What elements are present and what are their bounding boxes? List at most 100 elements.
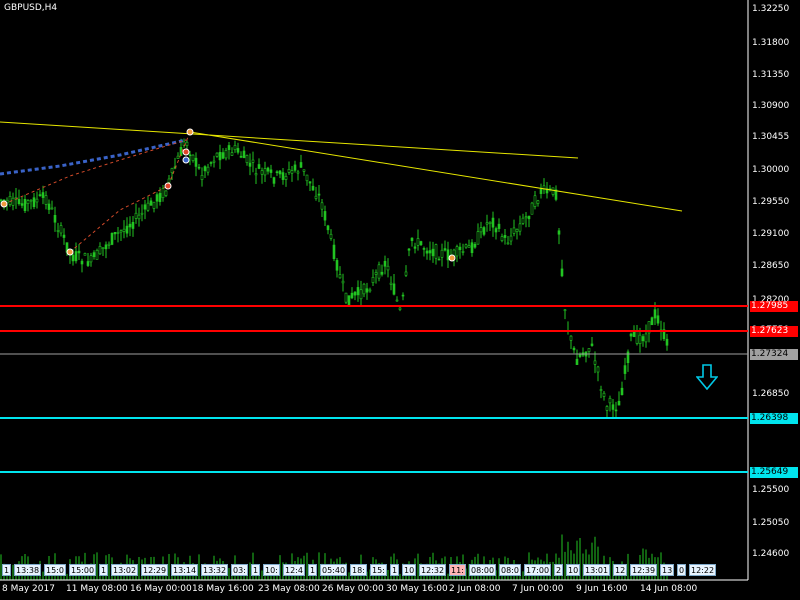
price-axis-label: 1.29550 (752, 197, 790, 207)
trade-time-tag[interactable]: 08:00 (469, 564, 497, 576)
trade-time-tag[interactable]: 1 (251, 564, 261, 576)
candlestick (557, 228, 561, 245)
trade-time-tag[interactable]: 12:4 (283, 564, 305, 576)
trade-marker[interactable] (182, 156, 190, 164)
candlestick (347, 295, 351, 306)
trade-time-tag[interactable]: 13:02 (111, 564, 139, 576)
candlestick (332, 238, 336, 262)
candlestick (641, 333, 645, 347)
trade-marker[interactable] (0, 200, 8, 208)
candlestick (278, 169, 282, 179)
candlestick (194, 152, 198, 177)
candlestick (92, 250, 96, 260)
trade-time-tag[interactable]: 1 (2, 564, 12, 576)
candlestick (407, 248, 411, 257)
candlestick (56, 222, 60, 238)
candlestick (665, 333, 669, 351)
trade-time-tag[interactable]: 13:38 (14, 564, 42, 576)
trade-time-tag[interactable]: 12:39 (630, 564, 658, 576)
trade-marker[interactable] (164, 182, 172, 190)
candlestick (281, 167, 285, 185)
candlestick (155, 192, 159, 209)
trade-time-tag[interactable]: 15:00 (69, 564, 97, 576)
candlestick (269, 164, 273, 178)
candlestick (539, 183, 543, 199)
trade-marker[interactable] (186, 128, 194, 136)
candlestick (554, 185, 558, 202)
candlestick (599, 385, 603, 399)
trendline-lower[interactable] (189, 131, 683, 212)
price-line-tag-resistance: 1.27985 (750, 301, 798, 312)
trendline-upper[interactable] (0, 121, 579, 159)
time-axis-label: 16 May 00:00 (130, 584, 192, 594)
candlestick (116, 227, 120, 243)
candlestick (482, 225, 486, 237)
price-line-tag-support: 1.26398 (750, 413, 798, 424)
trade-time-tag[interactable]: 15: (370, 564, 387, 576)
candlestick (212, 155, 216, 168)
candlestick (617, 391, 621, 406)
candlestick (245, 154, 249, 166)
trade-time-tag[interactable]: 13:14 (171, 564, 199, 576)
trade-time-tag[interactable]: 10 (402, 564, 417, 576)
trade-marker[interactable] (448, 254, 456, 262)
candlestick (383, 255, 387, 275)
candlestick (113, 231, 117, 240)
candlestick (533, 191, 537, 210)
trade-markers (0, 128, 456, 262)
trade-time-tag[interactable]: 0 (677, 564, 687, 576)
time-axis-label: 9 Jun 16:00 (576, 584, 628, 594)
candlestick (392, 273, 396, 296)
trade-time-tag[interactable]: 11: (449, 564, 466, 576)
trade-time-tag[interactable]: 08:0 (499, 564, 521, 576)
dotted-blue-trade-line (0, 138, 187, 176)
candlestick (638, 327, 642, 353)
trade-time-tag[interactable]: 12 (613, 564, 628, 576)
candlestick (389, 276, 393, 291)
trade-time-tag[interactable]: 17:00 (524, 564, 552, 576)
candlestick (371, 269, 375, 287)
candlestick (380, 264, 384, 277)
candlestick (401, 292, 405, 301)
trade-time-tag[interactable]: 13:01 (583, 564, 611, 576)
price-line-tag-current: 1.27324 (750, 349, 798, 360)
trade-time-tag[interactable]: 12:29 (141, 564, 169, 576)
trade-time-tag[interactable]: 10 (566, 564, 581, 576)
trade-time-tag[interactable]: 12:22 (689, 564, 717, 576)
candlestick (275, 170, 279, 176)
trade-time-tag[interactable]: 13 (660, 564, 675, 576)
trade-time-tag[interactable]: 1 (99, 564, 109, 576)
candlestick (491, 211, 495, 237)
time-axis-label: 2 Jun 08:00 (449, 584, 501, 594)
candlestick (473, 242, 477, 249)
trade-marker[interactable] (182, 148, 190, 156)
candlestick (218, 144, 222, 170)
candlestick (368, 287, 372, 293)
trade-time-tag[interactable]: 1 (308, 564, 318, 576)
trade-marker[interactable] (66, 248, 74, 256)
candlestick (509, 228, 513, 246)
trade-time-tag[interactable]: 1 (390, 564, 400, 576)
candlestick (611, 398, 615, 419)
candlestick (239, 151, 243, 159)
candlestick (146, 196, 150, 212)
trade-time-tag[interactable]: 10: (263, 564, 280, 576)
candlestick (344, 292, 348, 304)
trade-time-tag[interactable]: 13:32 (201, 564, 229, 576)
trade-time-tag[interactable]: 18: (350, 564, 367, 576)
candlestick (311, 178, 315, 191)
trade-time-tag[interactable]: 03: (231, 564, 248, 576)
trade-time-tag[interactable]: 05:40 (320, 564, 348, 576)
trade-time-tag[interactable]: 15:0 (44, 564, 66, 576)
sell-arrow-icon[interactable] (696, 364, 718, 390)
candlestick (500, 233, 504, 243)
trade-time-tag[interactable]: 2 (554, 564, 564, 576)
candlestick (152, 201, 156, 213)
trade-time-tag[interactable]: 12:32 (419, 564, 447, 576)
candlestick (221, 148, 225, 160)
candlestick (608, 395, 612, 412)
candlestick (644, 324, 648, 348)
candlestick (455, 244, 459, 263)
candlestick (596, 365, 600, 382)
